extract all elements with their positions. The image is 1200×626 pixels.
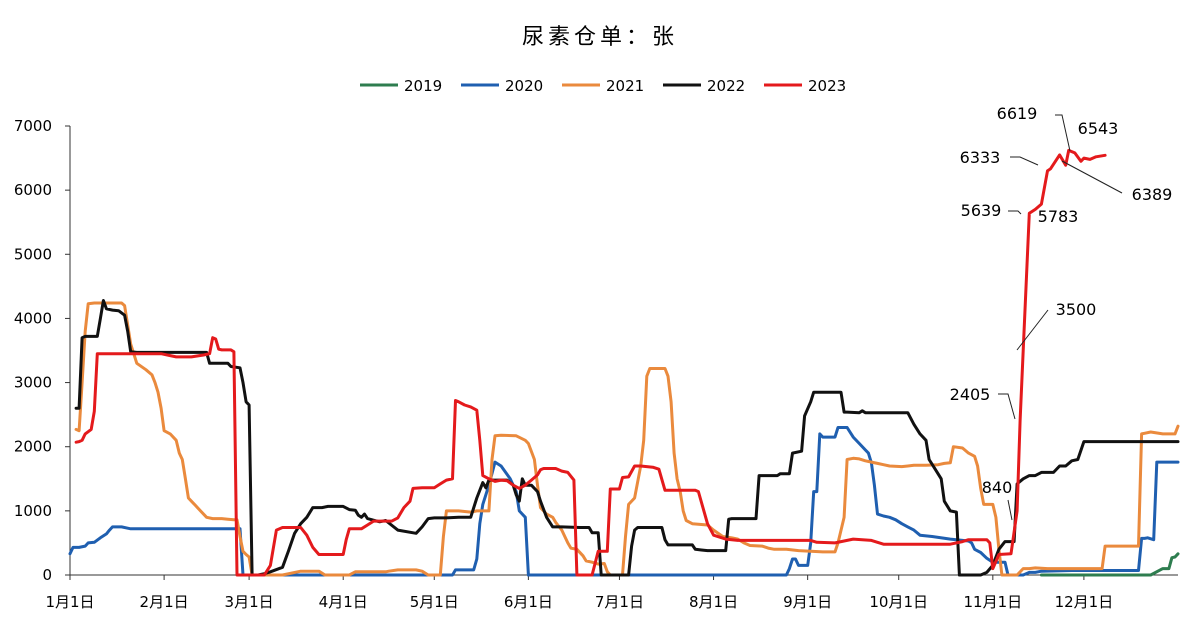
x-tick-label: 9月1日 xyxy=(783,593,832,611)
legend-label: 2021 xyxy=(606,77,644,95)
data-label-6543: 6543 xyxy=(1078,119,1119,138)
legend-item-2023: 2023 xyxy=(764,77,846,95)
annotation-leader xyxy=(1016,309,1049,351)
series-group xyxy=(68,148,1180,577)
legend-item-2020: 2020 xyxy=(461,77,543,95)
legend-label: 2020 xyxy=(505,77,543,95)
x-tick-label: 12月1日 xyxy=(1055,593,1114,611)
legend-item-2022: 2022 xyxy=(663,77,745,95)
legend-item-2019: 2019 xyxy=(360,77,442,95)
y-tick-label: 4000 xyxy=(14,309,52,327)
y-tick-label: 6000 xyxy=(14,181,52,199)
legend-label: 2022 xyxy=(707,77,745,95)
data-label-2405: 2405 xyxy=(950,385,991,404)
y-tick-label: 5000 xyxy=(14,245,52,263)
legend-label: 2019 xyxy=(404,77,442,95)
x-tick-label: 10月1日 xyxy=(869,593,928,611)
x-tick-label: 6月1日 xyxy=(504,593,553,611)
series-line-2019 xyxy=(1039,552,1180,577)
x-tick-label: 1月1日 xyxy=(45,593,94,611)
data-label-5783: 5783 xyxy=(1038,207,1079,226)
legend-label: 2023 xyxy=(808,77,846,95)
y-tick-label: 0 xyxy=(42,566,52,584)
legend: 2019 2020 2021 2022 2023 xyxy=(360,77,846,95)
annotation-leader xyxy=(1061,160,1123,194)
data-label-6389: 6389 xyxy=(1132,185,1173,204)
annotation-leader xyxy=(1008,210,1022,215)
annotation-leader xyxy=(1055,114,1071,152)
series-line-2021 xyxy=(74,301,1180,577)
x-tick-label: 5月1日 xyxy=(410,593,459,611)
annotation-leader xyxy=(1010,156,1039,166)
y-tick-label: 7000 xyxy=(14,117,52,135)
annotation-leader xyxy=(1007,499,1013,521)
annotations: 6619 6543 6333 6389 5639 5783 3500 2405 840 xyxy=(950,104,1173,521)
x-tick-label: 2月1日 xyxy=(140,593,189,611)
data-label-6619: 6619 xyxy=(997,104,1038,123)
x-tick-label: 4月1日 xyxy=(319,593,368,611)
x-tick-label: 7月1日 xyxy=(595,593,644,611)
annotation-leader xyxy=(998,393,1016,420)
data-label-840: 840 xyxy=(982,478,1013,497)
y-tick-label: 2000 xyxy=(14,438,52,456)
legend-item-2021: 2021 xyxy=(562,77,644,95)
y-tick-label: 1000 xyxy=(14,502,52,520)
chart-title: 尿素仓单：张 xyxy=(522,25,678,50)
x-tick-label: 11月1日 xyxy=(964,593,1023,611)
x-tick-label: 8月1日 xyxy=(689,593,738,611)
series-line-2023 xyxy=(74,148,1107,577)
x-tick-label: 3月1日 xyxy=(225,593,274,611)
data-label-6333: 6333 xyxy=(960,148,1001,167)
data-label-5639: 5639 xyxy=(961,201,1002,220)
series-line-2022 xyxy=(74,299,1180,577)
y-tick-label: 3000 xyxy=(14,374,52,392)
data-label-3500: 3500 xyxy=(1056,300,1097,319)
axes: 0 1000 2000 3000 4000 5000 6000 7000 1月1日 2月1日 3月1… xyxy=(14,117,1178,611)
